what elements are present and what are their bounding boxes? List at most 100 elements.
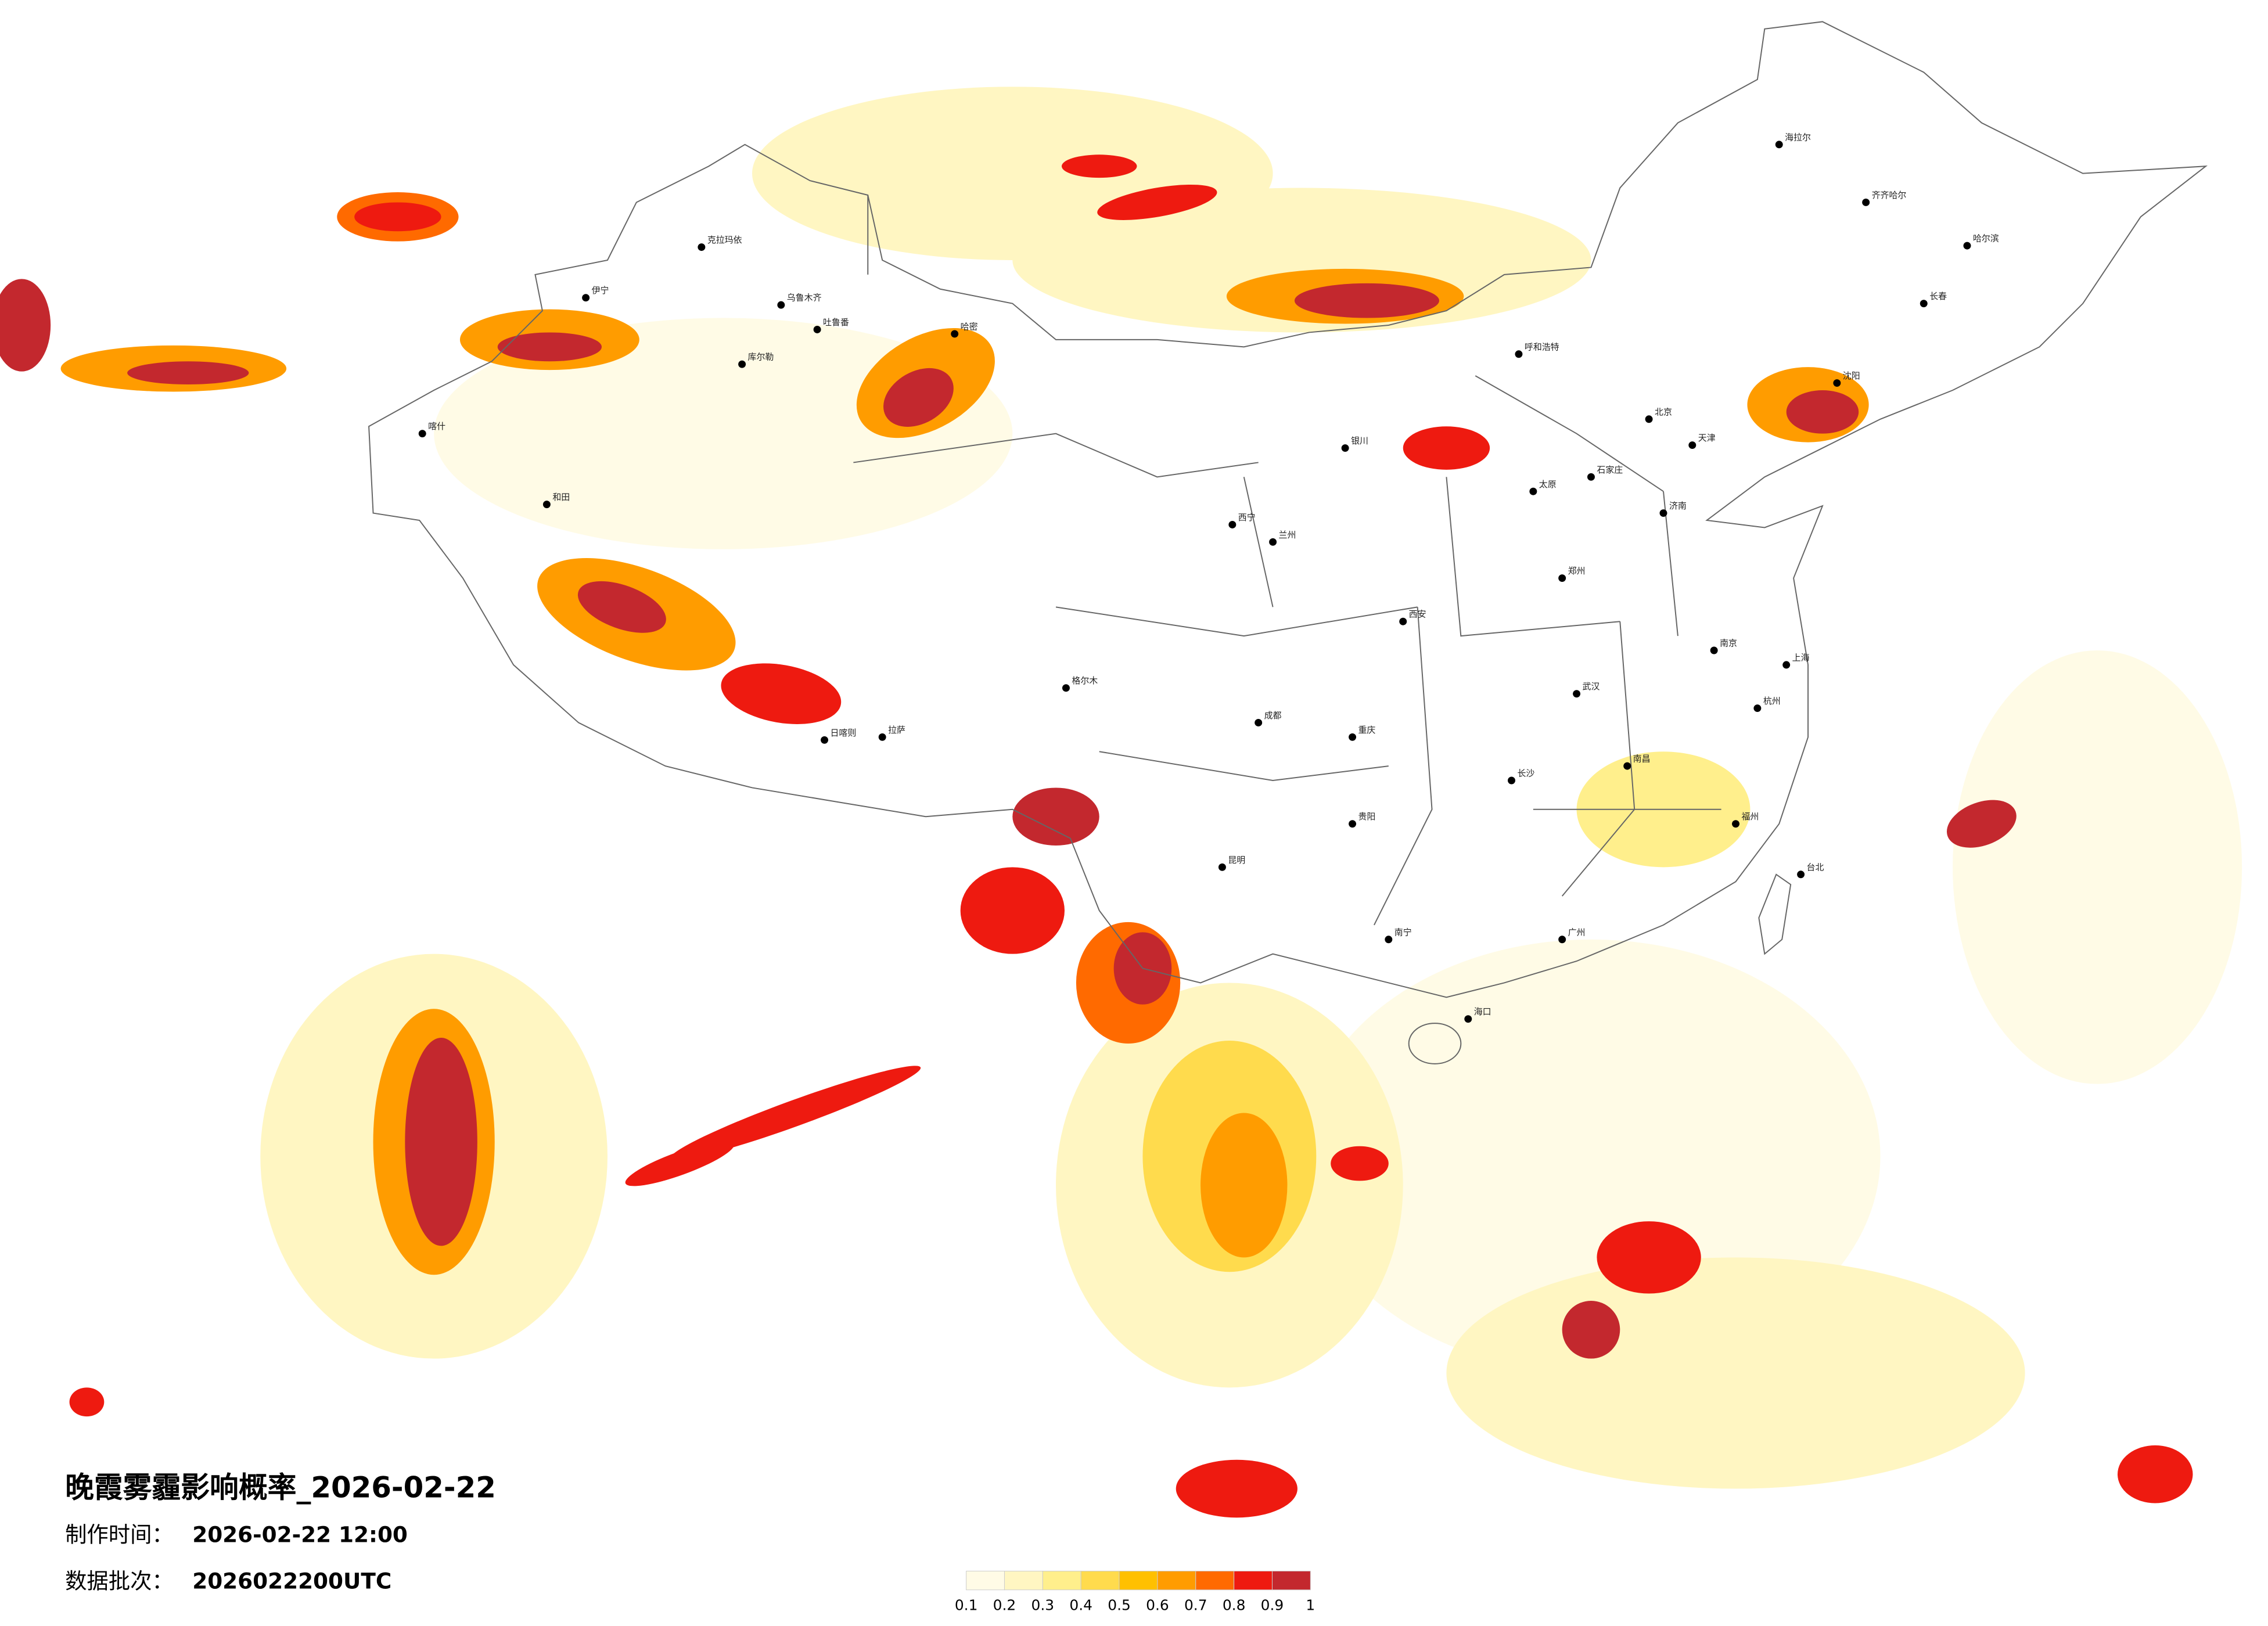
city-dot — [951, 330, 959, 338]
city-dot — [1255, 718, 1263, 726]
city-dot — [1710, 646, 1718, 654]
city-label: 重庆 — [1358, 725, 1376, 735]
city-label: 长春 — [1929, 291, 1947, 301]
haze-area — [1786, 390, 1859, 434]
made-label: 制作时间： — [65, 1522, 174, 1548]
colorbar: 0.1 0.2 0.3 0.4 0.5 0.6 0.7 0.8 0.9 1 — [955, 1570, 1315, 1614]
city-label: 北京 — [1655, 406, 1672, 417]
haze-area — [1947, 800, 2017, 848]
haze-area — [1097, 184, 1217, 220]
city-dot — [738, 360, 746, 368]
city-label: 西安 — [1409, 609, 1426, 620]
taiwan — [1758, 873, 1792, 955]
colorbar-tick-label: 0.9 — [1261, 1597, 1284, 1614]
city-dot — [1573, 690, 1581, 698]
city-dot — [1753, 704, 1762, 713]
city-label: 石家庄 — [1597, 465, 1623, 475]
city-dot — [1688, 441, 1696, 449]
city-label: 台北 — [1807, 862, 1824, 872]
city-label: 银川 — [1351, 436, 1368, 446]
city-dot — [1515, 350, 1523, 358]
city-label: 库尔勒 — [748, 352, 774, 362]
city-dot — [1385, 936, 1393, 944]
city-label: 哈尔滨 — [1973, 233, 1999, 244]
city-label: 南京 — [1720, 638, 1737, 649]
colorbar-swatch — [1271, 1570, 1311, 1591]
haze-area — [127, 361, 249, 385]
city-dot — [1464, 1015, 1472, 1023]
batch: 2026022200UTC — [192, 1568, 391, 1593]
city-label: 吐鲁番 — [823, 317, 849, 328]
city-dot — [1062, 684, 1070, 692]
city-label: 呼和浩特 — [1525, 341, 1559, 352]
city-label: 贵阳 — [1358, 811, 1376, 822]
city-label: 成都 — [1264, 710, 1282, 721]
haze-area — [1562, 1301, 1620, 1359]
city-label: 西宁 — [1238, 512, 1256, 523]
haze-area — [1403, 426, 1490, 470]
city-dot — [1399, 617, 1407, 625]
city-dot — [1228, 520, 1237, 528]
city-label: 格尔木 — [1072, 675, 1098, 686]
city-dot — [1782, 661, 1791, 669]
city-dot — [1623, 762, 1631, 770]
haze-area — [1294, 283, 1439, 318]
city-dot — [698, 243, 706, 251]
city-label: 沈阳 — [1843, 370, 1860, 381]
colorbar-tick-label: 1 — [1306, 1597, 1315, 1614]
city-dot — [821, 736, 829, 744]
province-lines — [853, 195, 1721, 926]
city-dot — [1587, 473, 1595, 481]
city-label: 克拉玛依 — [707, 235, 742, 245]
city-dot — [1797, 870, 1805, 879]
city-label: 福州 — [1741, 811, 1759, 822]
city-dot — [1529, 487, 1537, 495]
city-dot — [1341, 444, 1349, 452]
city-label: 上海 — [1792, 652, 1810, 663]
colorbar-swatch — [1157, 1570, 1196, 1591]
city-label: 济南 — [1669, 501, 1687, 511]
city-label: 郑州 — [1568, 566, 1586, 576]
haze-area — [883, 368, 954, 427]
haze-layer — [0, 87, 2242, 1518]
haze-area — [1176, 1459, 1297, 1518]
city-dot — [1218, 863, 1226, 871]
city-dot — [1732, 820, 1739, 828]
city-dot — [1269, 538, 1277, 546]
city-dot — [1920, 300, 1928, 308]
haze-area — [1597, 1221, 1701, 1294]
city-label: 天津 — [1698, 433, 1716, 443]
haze-area — [1331, 1146, 1389, 1181]
haze-area — [69, 1387, 105, 1417]
haze-area — [0, 279, 51, 372]
colorbar-tick-label: 0.7 — [1184, 1597, 1207, 1614]
city-dot — [878, 733, 886, 741]
title: 晚霞雾霾影响概率_2026-02-22 — [65, 1471, 496, 1505]
city-label: 和田 — [552, 492, 570, 502]
haze-area — [1061, 154, 1137, 178]
city-label: 拉萨 — [888, 725, 905, 735]
city-label: 兰州 — [1279, 530, 1296, 540]
city-label: 长沙 — [1517, 768, 1534, 779]
city-dot — [418, 430, 426, 438]
city-dot — [1963, 242, 1971, 250]
haze-area — [497, 332, 602, 362]
city-label: 昆明 — [1228, 855, 1245, 865]
city-label: 齐齐哈尔 — [1872, 190, 1907, 200]
made-time: 2026-02-22 12:00 — [192, 1522, 408, 1548]
city-dot — [1645, 415, 1653, 423]
colorbar-swatch — [1234, 1570, 1273, 1591]
haze-area — [721, 663, 842, 724]
haze-area — [1201, 1113, 1288, 1258]
hainan — [1408, 1023, 1462, 1064]
colorbar-swatch — [1004, 1570, 1043, 1591]
city-label: 哈密 — [961, 321, 978, 332]
colorbar-swatch — [1119, 1570, 1158, 1591]
boundaries — [368, 21, 2208, 1064]
colorbar-tick-label: 0.5 — [1108, 1597, 1131, 1614]
city-label: 武汉 — [1583, 681, 1600, 692]
colorbar-tick-label: 0.8 — [1223, 1597, 1246, 1614]
